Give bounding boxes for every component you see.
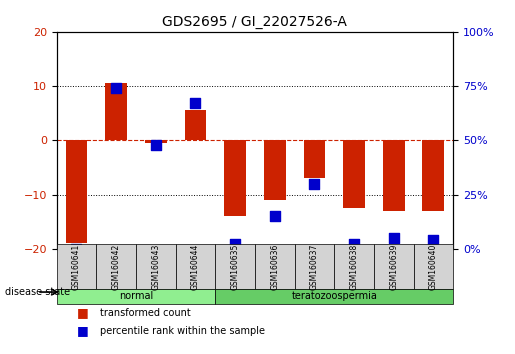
Bar	[303, 140, 325, 178]
Bar	[184, 110, 207, 140]
Point	[310, 181, 318, 187]
FancyBboxPatch shape	[57, 244, 96, 289]
Text: normal: normal	[119, 291, 153, 301]
Text: GSM160639: GSM160639	[389, 243, 398, 290]
Point	[271, 213, 279, 219]
Bar	[224, 140, 246, 216]
Point	[350, 241, 358, 247]
Bar	[264, 140, 286, 200]
FancyBboxPatch shape	[374, 244, 414, 289]
Bar	[105, 84, 127, 140]
Point	[151, 142, 160, 148]
Point	[191, 101, 199, 106]
Point	[72, 246, 80, 252]
Bar	[383, 140, 405, 211]
FancyBboxPatch shape	[215, 289, 453, 304]
FancyBboxPatch shape	[176, 244, 215, 289]
Text: GSM160636: GSM160636	[270, 243, 279, 290]
Point	[112, 85, 120, 91]
Text: GSM160641: GSM160641	[72, 244, 81, 290]
FancyBboxPatch shape	[57, 289, 215, 304]
Text: teratozoospermia: teratozoospermia	[291, 291, 377, 301]
Point	[429, 237, 437, 243]
FancyBboxPatch shape	[96, 244, 136, 289]
Text: GSM160638: GSM160638	[350, 244, 358, 290]
Point	[389, 235, 398, 241]
Text: GSM160637: GSM160637	[310, 243, 319, 290]
Bar	[145, 140, 167, 143]
Text: GSM160635: GSM160635	[231, 243, 239, 290]
Text: GSM160643: GSM160643	[151, 243, 160, 290]
FancyBboxPatch shape	[215, 244, 255, 289]
Text: disease state: disease state	[5, 287, 70, 297]
Point	[231, 241, 239, 247]
FancyBboxPatch shape	[334, 244, 374, 289]
Title: GDS2695 / GI_22027526-A: GDS2695 / GI_22027526-A	[163, 16, 347, 29]
FancyBboxPatch shape	[136, 244, 176, 289]
Text: ■: ■	[76, 306, 88, 319]
Text: transformed count: transformed count	[100, 308, 191, 318]
Text: GSM160644: GSM160644	[191, 243, 200, 290]
Bar	[343, 140, 365, 208]
Text: percentile rank within the sample: percentile rank within the sample	[100, 326, 265, 336]
FancyBboxPatch shape	[255, 244, 295, 289]
Text: GSM160640: GSM160640	[429, 243, 438, 290]
FancyBboxPatch shape	[414, 244, 453, 289]
FancyBboxPatch shape	[295, 244, 334, 289]
Bar	[422, 140, 444, 211]
Text: ■: ■	[76, 324, 88, 337]
Text: GSM160642: GSM160642	[112, 244, 121, 290]
Bar	[65, 140, 88, 243]
